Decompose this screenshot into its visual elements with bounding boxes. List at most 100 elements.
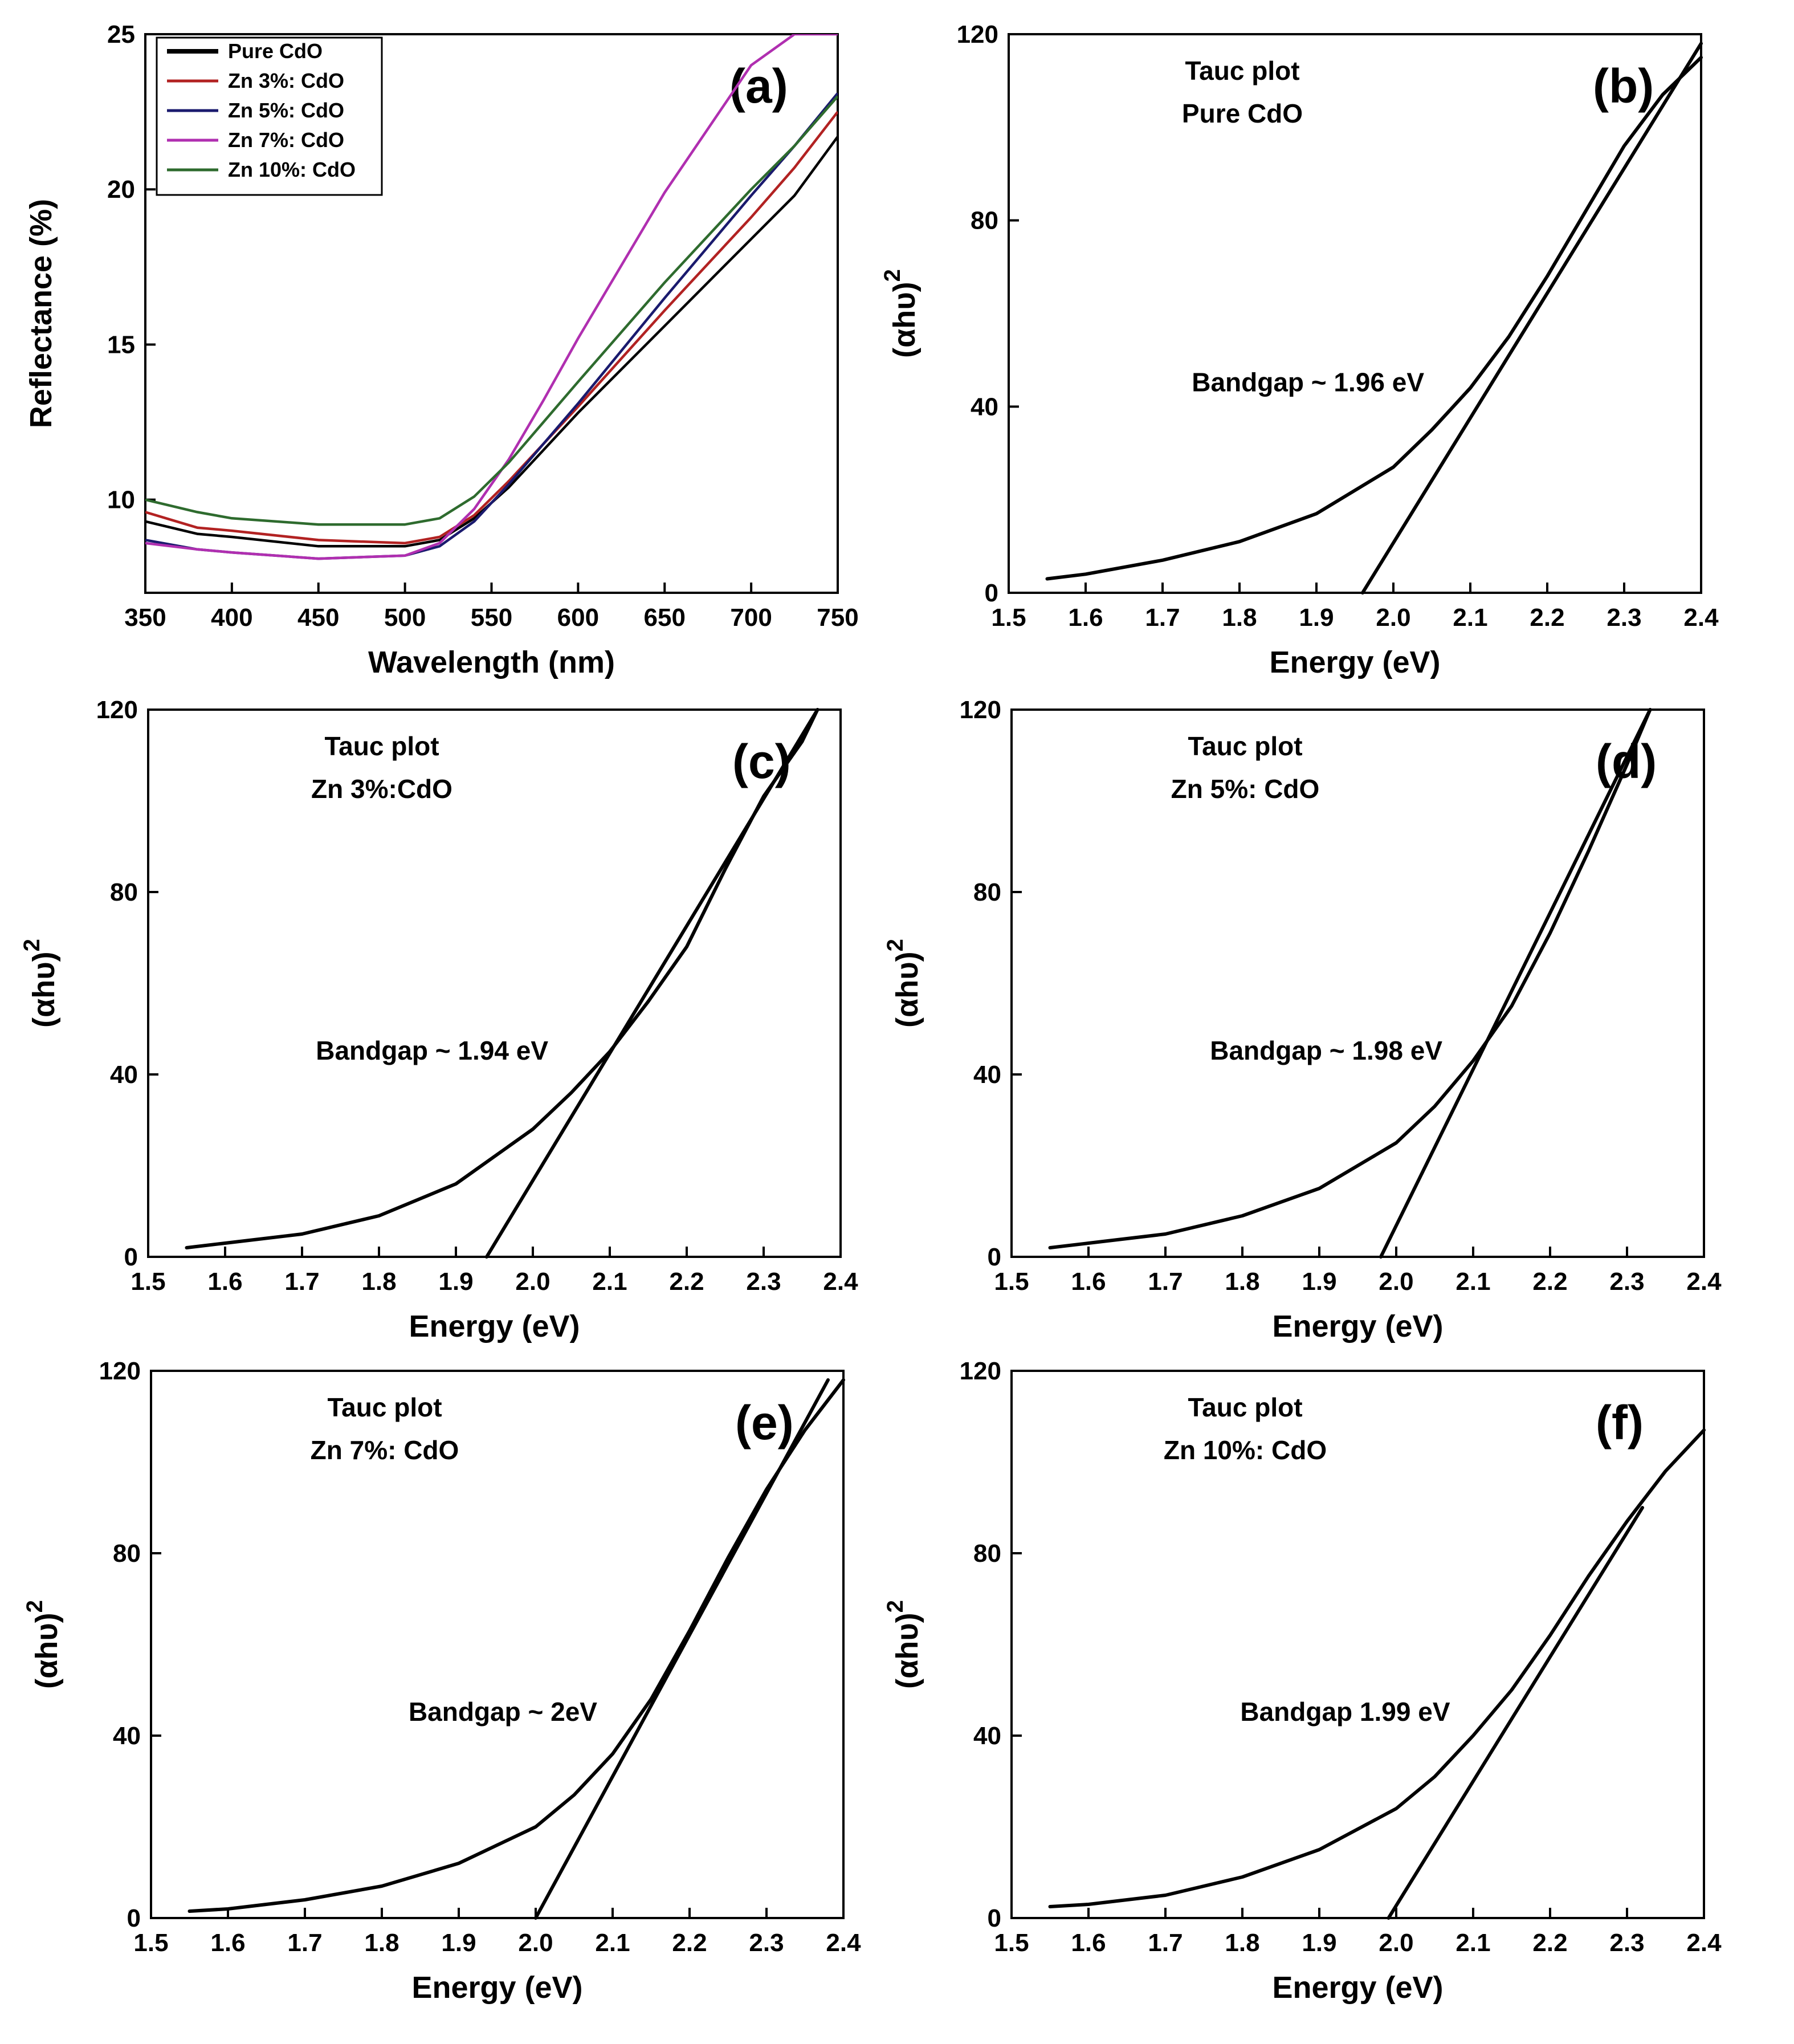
y-axis-title-superscript: 2 bbox=[883, 1600, 908, 1613]
x-tick-label: 1.6 bbox=[210, 1929, 245, 1957]
x-tick-label: 1.6 bbox=[1068, 604, 1103, 632]
x-tick-label: 2.3 bbox=[746, 1268, 781, 1296]
bandgap-fit-line bbox=[1361, 42, 1703, 595]
plot-frame bbox=[1008, 33, 1702, 594]
x-tick-label: 2.4 bbox=[1683, 604, 1719, 632]
x-tick-label: 350 bbox=[124, 604, 166, 632]
y-tick-label: 20 bbox=[107, 176, 135, 203]
x-tick-label: 2.4 bbox=[826, 1929, 861, 1957]
y-tick-label: 80 bbox=[971, 207, 998, 235]
panel-label: (b) bbox=[1593, 59, 1654, 113]
y-tick-label: 120 bbox=[960, 1357, 1001, 1385]
y-axis-title-superscript: 2 bbox=[883, 939, 908, 951]
y-tick-label: 80 bbox=[113, 1540, 141, 1567]
panel-c: 1.5 1.6 1.7 1.8 1.9 2.0 2.1 2.2 2.3 2.4 0 40 80 120 En… bbox=[19, 696, 858, 1343]
y-axis-title: Reflectance (%) bbox=[24, 199, 58, 428]
legend-entry: Zn 10%: CdO bbox=[228, 158, 356, 181]
x-tick-label: 1.8 bbox=[1222, 604, 1257, 632]
bandgap-fit-line bbox=[534, 1378, 830, 1920]
y-axis-title-text: (αhυ) bbox=[887, 282, 922, 358]
x-tick-label: 2.4 bbox=[823, 1268, 858, 1296]
y-tick-label: 120 bbox=[96, 696, 138, 724]
y-axis-title-superscript: 2 bbox=[19, 939, 44, 951]
y-tick-label: 0 bbox=[988, 1243, 1001, 1271]
tauc-title: Tauc plot bbox=[1188, 1392, 1302, 1422]
y-axis-title: (αhυ)2 bbox=[883, 1600, 924, 1689]
x-tick-label: 1.5 bbox=[131, 1268, 165, 1296]
x-tick-label: 2.0 bbox=[1379, 1268, 1413, 1296]
y-axis-title: (αhυ)2 bbox=[883, 939, 924, 1028]
y-axis-title: (αhυ)2 bbox=[880, 269, 922, 358]
x-tick-label: 2.3 bbox=[1609, 1268, 1644, 1296]
sample-name: Zn 10%: CdO bbox=[1164, 1435, 1327, 1465]
tauc-curve bbox=[185, 708, 819, 1249]
y-tick-label: 80 bbox=[973, 1540, 1001, 1567]
bandgap-annotation: Bandgap ~ 1.96 eV bbox=[1192, 368, 1424, 397]
y-axis-title-text: (αhυ) bbox=[890, 1613, 924, 1689]
series-line-4 bbox=[145, 95, 838, 526]
x-tick-label: 2.1 bbox=[592, 1268, 627, 1296]
x-tick-label: 1.9 bbox=[1299, 604, 1334, 632]
y-tick-label: 40 bbox=[973, 1061, 1001, 1089]
tauc-curve bbox=[187, 1378, 845, 1913]
panel-label: (f) bbox=[1596, 1396, 1644, 1449]
x-tick-label: 1.7 bbox=[1148, 1268, 1183, 1296]
x-tick-label: 500 bbox=[384, 604, 426, 632]
x-tick-label: 550 bbox=[471, 604, 512, 632]
x-tick-label: 2.3 bbox=[1609, 1929, 1644, 1957]
y-axis-title: (αhυ)2 bbox=[22, 1600, 64, 1689]
y-tick-label: 120 bbox=[960, 696, 1001, 724]
y-tick-label: 40 bbox=[110, 1061, 138, 1089]
x-tick-label: 2.1 bbox=[1455, 1268, 1490, 1296]
y-tick-label: 0 bbox=[127, 1904, 141, 1932]
x-tick-label: 2.2 bbox=[672, 1929, 707, 1957]
bandgap-annotation: Bandgap ~ 1.98 eV bbox=[1210, 1036, 1442, 1065]
x-tick-label: 700 bbox=[730, 604, 772, 632]
x-tick-label: 2.1 bbox=[1453, 604, 1487, 632]
legend-entry: Zn 3%: CdO bbox=[228, 69, 344, 92]
x-tick-label: 2.2 bbox=[1532, 1929, 1567, 1957]
x-axis-title: Energy (eV) bbox=[409, 1309, 580, 1343]
y-tick-label: 0 bbox=[988, 1904, 1001, 1932]
x-tick-label: 2.4 bbox=[1686, 1929, 1722, 1957]
x-tick-label: 1.6 bbox=[1071, 1929, 1106, 1957]
bandgap-annotation: Bandgap ~ 1.94 eV bbox=[316, 1036, 548, 1065]
y-tick-label: 0 bbox=[985, 579, 998, 607]
x-tick-label: 2.0 bbox=[518, 1929, 553, 1957]
y-axis-title: (αhυ)2 bbox=[19, 939, 61, 1028]
sample-name: Zn 7%: CdO bbox=[311, 1435, 459, 1465]
x-tick-label: 1.8 bbox=[1225, 1929, 1259, 1957]
x-tick-label: 1.8 bbox=[364, 1929, 399, 1957]
plot-frame bbox=[1010, 709, 1705, 1258]
y-tick-label: 40 bbox=[113, 1722, 141, 1750]
x-tick-label: 1.9 bbox=[1302, 1268, 1336, 1296]
x-tick-label: 2.1 bbox=[595, 1929, 630, 1957]
x-tick-label: 1.6 bbox=[1071, 1268, 1106, 1296]
plot-frame bbox=[147, 709, 842, 1258]
x-tick-label: 2.3 bbox=[1607, 604, 1641, 632]
x-axis-title: Energy (eV) bbox=[411, 1970, 582, 2005]
x-tick-label: 1.7 bbox=[1145, 604, 1180, 632]
y-axis-title-text: Reflectance (%) bbox=[24, 199, 58, 428]
panel-e: 1.5 1.6 1.7 1.8 1.9 2.0 2.1 2.2 2.3 2.4 0 40 80 120 En… bbox=[22, 1357, 861, 2005]
x-tick-label: 1.5 bbox=[991, 604, 1026, 632]
x-axis-title: Energy (eV) bbox=[1269, 645, 1440, 679]
x-tick-label: 600 bbox=[557, 604, 599, 632]
y-tick-label: 25 bbox=[107, 21, 135, 48]
panel-label: (e) bbox=[735, 1396, 794, 1449]
tauc-title: Tauc plot bbox=[327, 1392, 442, 1422]
x-tick-label: 400 bbox=[211, 604, 252, 632]
x-tick-label: 2.0 bbox=[515, 1268, 550, 1296]
plot-frame bbox=[150, 1370, 845, 1919]
y-axis-title-superscript: 2 bbox=[22, 1600, 47, 1613]
panel-d: 1.5 1.6 1.7 1.8 1.9 2.0 2.1 2.2 2.3 2.4 0 40 80 120 En… bbox=[883, 696, 1722, 1343]
tauc-title: Tauc plot bbox=[1185, 56, 1299, 85]
bandgap-fit-line bbox=[485, 708, 819, 1259]
tauc-curve bbox=[1048, 708, 1652, 1249]
y-tick-label: 120 bbox=[99, 1357, 141, 1385]
panel-f: 1.5 1.6 1.7 1.8 1.9 2.0 2.1 2.2 2.3 2.4 0 40 80 120 En… bbox=[883, 1357, 1722, 2005]
x-tick-label: 2.0 bbox=[1379, 1929, 1413, 1957]
legend-entry: Pure CdO bbox=[228, 39, 323, 63]
tauc-title: Tauc plot bbox=[324, 731, 439, 761]
x-tick-label: 1.5 bbox=[994, 1268, 1029, 1296]
